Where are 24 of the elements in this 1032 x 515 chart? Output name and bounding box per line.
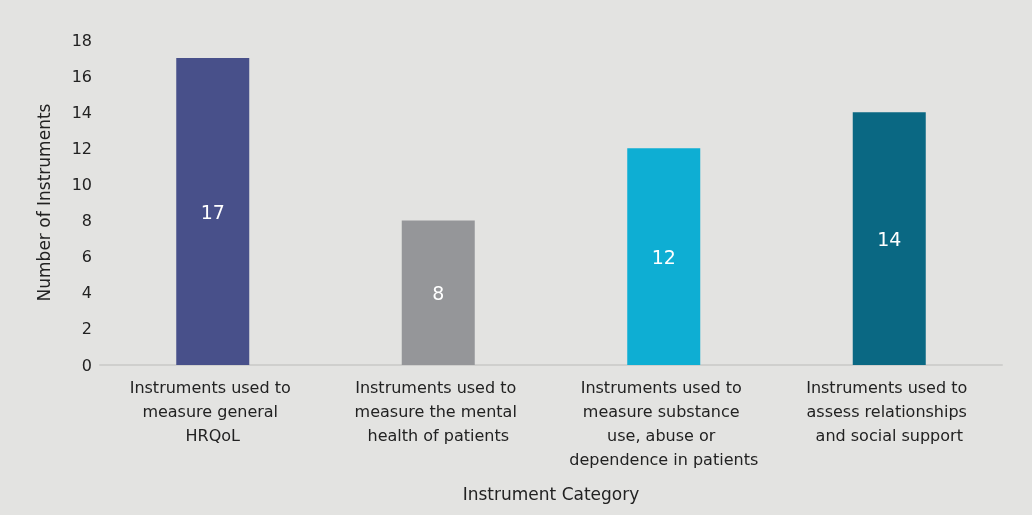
bar — [401, 220, 475, 365]
bar — [852, 112, 926, 365]
data-label: 17 — [200, 200, 225, 223]
data-label: 12 — [651, 245, 676, 268]
bar — [176, 58, 250, 365]
y-tick-label: 10 — [71, 174, 92, 194]
y-tick-label: 16 — [71, 66, 92, 86]
data-label: 8 — [432, 281, 445, 304]
y-tick-label: 4 — [81, 283, 92, 303]
x-tick-label: Instruments used to measure general HRQoL — [129, 377, 296, 445]
x-tick-label: Instruments used to measure substance use, abuse or dependence in patients — [569, 377, 759, 469]
data-label: 14 — [877, 227, 902, 250]
y-tick-label: 6 — [81, 247, 92, 267]
x-tick-label: Instruments used to assess relationships and social support — [806, 377, 973, 445]
y-tick-label: 12 — [71, 138, 92, 158]
x-tick-label: Instruments used to measure the mental health of patients — [354, 377, 522, 445]
y-axis-title: Number of Instruments — [33, 103, 54, 302]
y-tick-label: 14 — [71, 102, 92, 122]
y-tick-label: 2 — [81, 319, 92, 339]
y-tick-label: 8 — [81, 211, 92, 231]
y-tick-label: 18 — [71, 30, 92, 50]
x-axis-title: Instrument Category — [462, 483, 640, 504]
y-tick-label: 0 — [81, 355, 92, 375]
bar — [627, 148, 701, 365]
